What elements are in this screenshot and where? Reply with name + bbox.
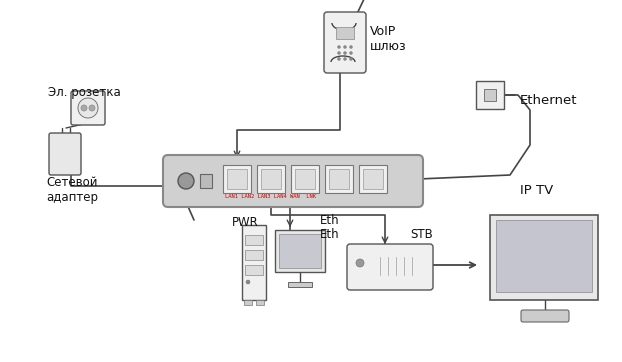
Bar: [288, 282, 312, 287]
Bar: [257, 165, 285, 193]
FancyBboxPatch shape: [49, 133, 81, 175]
Bar: [476, 81, 504, 109]
Circle shape: [350, 58, 353, 60]
Bar: [200, 174, 212, 188]
Bar: [490, 215, 598, 300]
Text: PWR: PWR: [231, 216, 258, 229]
Bar: [261, 169, 281, 189]
Bar: [329, 169, 349, 189]
Text: IP TV: IP TV: [520, 184, 553, 197]
Bar: [359, 165, 387, 193]
Bar: [256, 300, 264, 305]
FancyBboxPatch shape: [521, 310, 569, 322]
Text: Eth: Eth: [320, 228, 340, 241]
Circle shape: [81, 105, 87, 111]
Circle shape: [350, 46, 353, 49]
Bar: [291, 165, 319, 193]
Text: VoIP
шлюз: VoIP шлюз: [370, 25, 407, 53]
Text: Eth: Eth: [320, 214, 340, 227]
Bar: [223, 165, 251, 193]
Circle shape: [178, 173, 194, 189]
Bar: [227, 169, 247, 189]
Bar: [242, 225, 266, 300]
Bar: [275, 230, 325, 272]
Text: Эл. розетка: Эл. розетка: [48, 86, 121, 99]
Circle shape: [356, 259, 364, 267]
Bar: [363, 169, 383, 189]
FancyBboxPatch shape: [347, 244, 433, 290]
Circle shape: [89, 105, 95, 111]
Bar: [245, 250, 263, 260]
Bar: [244, 300, 252, 305]
Bar: [245, 235, 263, 245]
FancyBboxPatch shape: [163, 155, 423, 207]
Circle shape: [343, 51, 346, 55]
Circle shape: [246, 280, 250, 284]
Text: Ethernet: Ethernet: [520, 93, 577, 106]
Text: STB: STB: [410, 228, 433, 241]
Circle shape: [350, 51, 353, 55]
Text: LAN1 LAN2 LAN3 LAN4 WAN  LNK: LAN1 LAN2 LAN3 LAN4 WAN LNK: [225, 194, 316, 199]
Bar: [484, 89, 496, 101]
Circle shape: [343, 46, 346, 49]
Bar: [325, 165, 353, 193]
FancyBboxPatch shape: [324, 12, 366, 73]
Bar: [245, 265, 263, 275]
Circle shape: [338, 51, 340, 55]
Bar: [279, 234, 321, 268]
Bar: [295, 169, 315, 189]
Bar: [336, 27, 354, 39]
Circle shape: [338, 58, 340, 60]
Bar: [496, 220, 592, 292]
Circle shape: [78, 98, 98, 118]
FancyBboxPatch shape: [71, 91, 105, 125]
Text: Сетевой
адаптер: Сетевой адаптер: [46, 176, 98, 204]
Circle shape: [338, 46, 340, 49]
Circle shape: [343, 58, 346, 60]
